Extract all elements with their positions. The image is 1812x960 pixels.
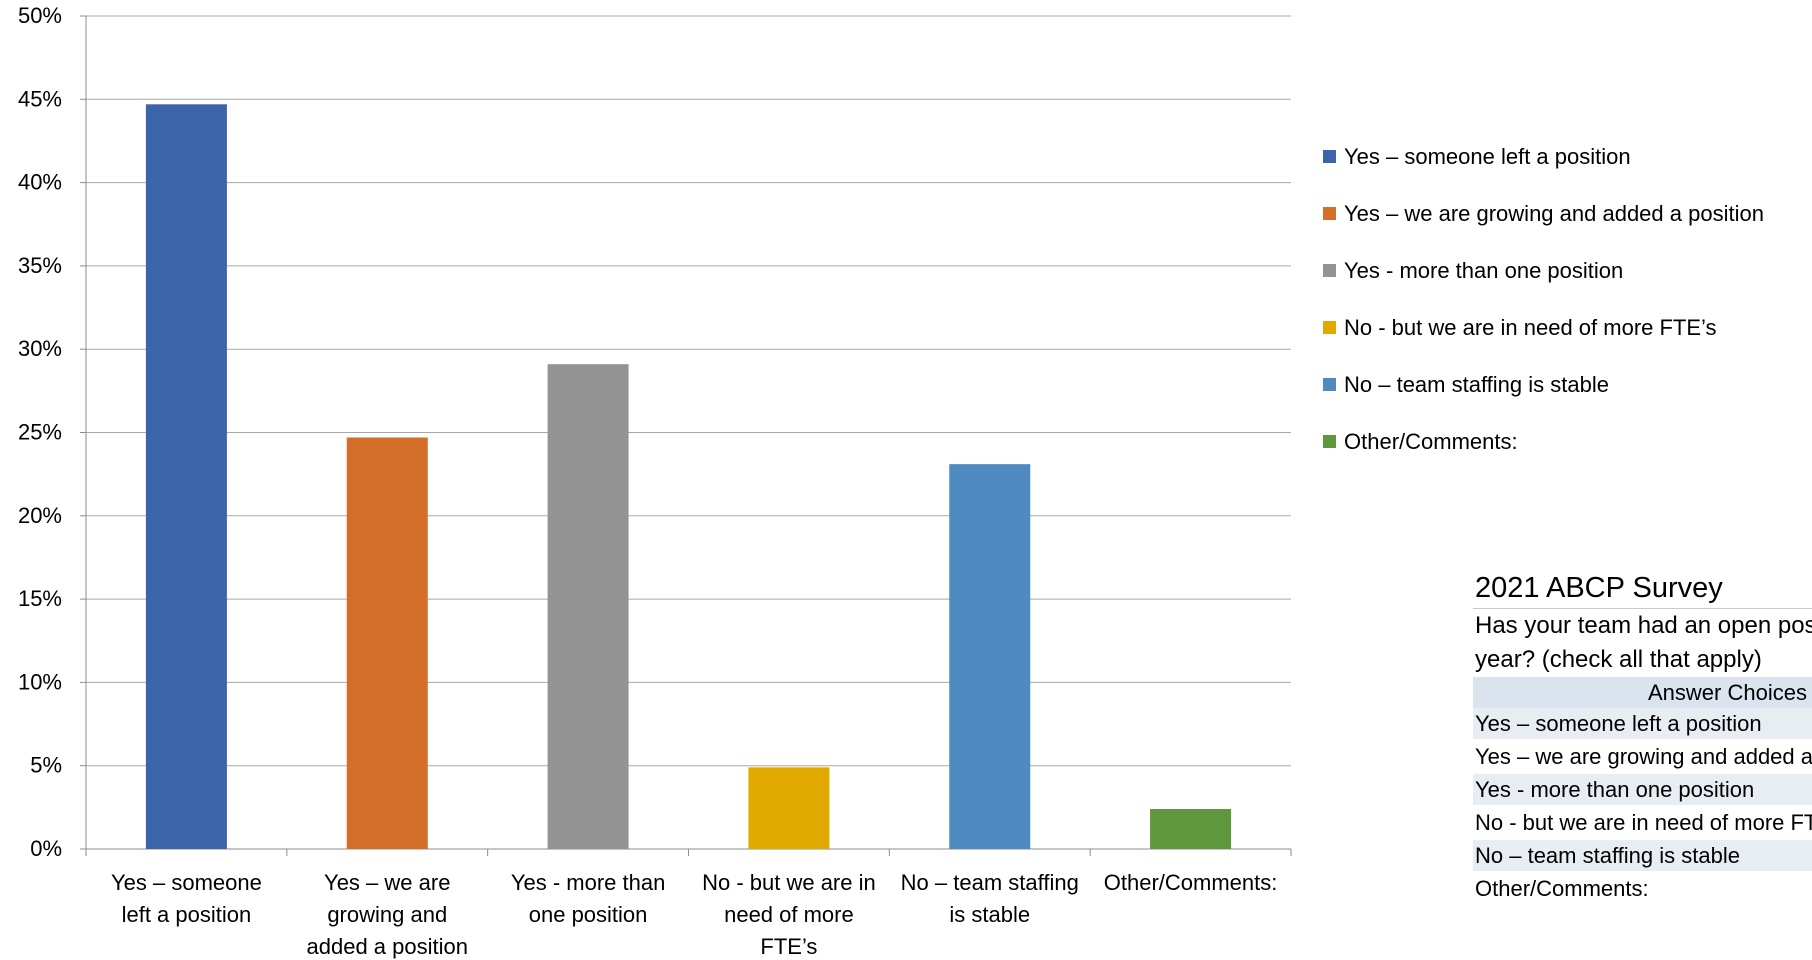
x-category-label: No - but we are in need of more FTE’s	[702, 870, 876, 959]
bar	[1150, 809, 1232, 849]
x-category-label: Yes – we are growing and added a position	[307, 870, 468, 959]
table-row: No – team staffing is stable	[1473, 839, 1812, 873]
x-category-label: Yes - more than one position	[511, 870, 666, 927]
legend-swatch	[1323, 264, 1336, 277]
y-tick-label: 35%	[18, 253, 62, 278]
bar	[949, 464, 1031, 849]
survey-question: Has your team had an open position withi…	[1473, 609, 1812, 677]
legend-swatch	[1323, 321, 1336, 334]
answer-choice-cell: Yes – we are growing and added a positio…	[1473, 740, 1812, 774]
x-category-label: Other/Comments:	[1104, 870, 1278, 895]
survey-title: 2021 ABCP Survey	[1473, 568, 1812, 609]
legend-item: No – team staffing is stable	[1323, 356, 1764, 413]
table-row: Yes – someone left a position	[1473, 708, 1812, 741]
legend-swatch	[1323, 378, 1336, 391]
survey-panel: 2021 ABCP Survey Has your team had an op…	[1473, 568, 1812, 960]
legend-label: Yes – we are growing and added a positio…	[1344, 200, 1764, 226]
y-tick-label: 20%	[18, 503, 62, 528]
legend-label: No – team staffing is stable	[1344, 371, 1609, 397]
answer-choices-header: Answer Choices	[1473, 677, 1812, 708]
legend-swatch	[1323, 207, 1336, 220]
table-row: Yes – we are growing and added a positio…	[1473, 740, 1812, 774]
survey-question-line: year? (check all that apply)	[1475, 646, 1762, 673]
answer-choice-cell: Yes - more than one position	[1473, 773, 1812, 807]
answer-choice-cell: No – team staffing is stable	[1473, 839, 1812, 873]
legend-swatch	[1323, 435, 1336, 448]
legend-label: Yes - more than one position	[1344, 257, 1624, 283]
y-tick-label: 25%	[18, 420, 62, 445]
answer-choice-cell: No - but we are in need of more FTE’s	[1473, 806, 1812, 840]
legend-item: No - but we are in need of more FTE’s	[1323, 299, 1764, 356]
y-tick-label: 0%	[30, 836, 62, 861]
bar	[748, 767, 830, 849]
legend-label: No - but we are in need of more FTE’s	[1344, 314, 1717, 340]
y-tick-label: 15%	[18, 586, 62, 611]
y-tick-label: 40%	[18, 170, 62, 195]
y-tick-label: 30%	[18, 336, 62, 361]
table-row: Other/Comments:	[1473, 872, 1812, 906]
x-category-label: No – team staffing is stable	[901, 870, 1079, 927]
legend-item: Yes - more than one position	[1323, 242, 1764, 299]
table-row: No - but we are in need of more FTE’s	[1473, 806, 1812, 840]
bar	[145, 104, 227, 850]
bar	[346, 437, 428, 849]
legend-label: Other/Comments:	[1344, 428, 1518, 454]
bar-chart: 0% 5% 10% 15% 20% 25% 30% 35% 40% 45% 50% Yes – som…	[18, 3, 1292, 959]
answer-choice-cell: Yes – someone left a position	[1473, 708, 1812, 741]
bar	[547, 364, 629, 849]
y-tick-label: 10%	[18, 669, 62, 694]
legend-label: Yes – someone left a position	[1344, 143, 1631, 169]
chart-legend: Yes – someone left a position Yes – we a…	[1323, 128, 1764, 470]
answer-table: Answer Choices Yes – someone left a posi…	[1473, 677, 1812, 906]
y-tick-label: 45%	[18, 86, 62, 111]
y-tick-label: 5%	[30, 753, 62, 778]
y-tick-label: 50%	[18, 3, 62, 28]
x-category-label: Yes – someone left a position	[111, 870, 262, 927]
legend-swatch	[1323, 150, 1336, 163]
legend-item: Yes – we are growing and added a positio…	[1323, 185, 1764, 242]
table-row: Yes - more than one position	[1473, 773, 1812, 807]
legend-item: Other/Comments:	[1323, 413, 1764, 470]
legend-item: Yes – someone left a position	[1323, 128, 1764, 185]
answer-choice-cell: Other/Comments:	[1473, 872, 1812, 906]
survey-question-line: Has your team had an open position withi…	[1475, 612, 1812, 639]
